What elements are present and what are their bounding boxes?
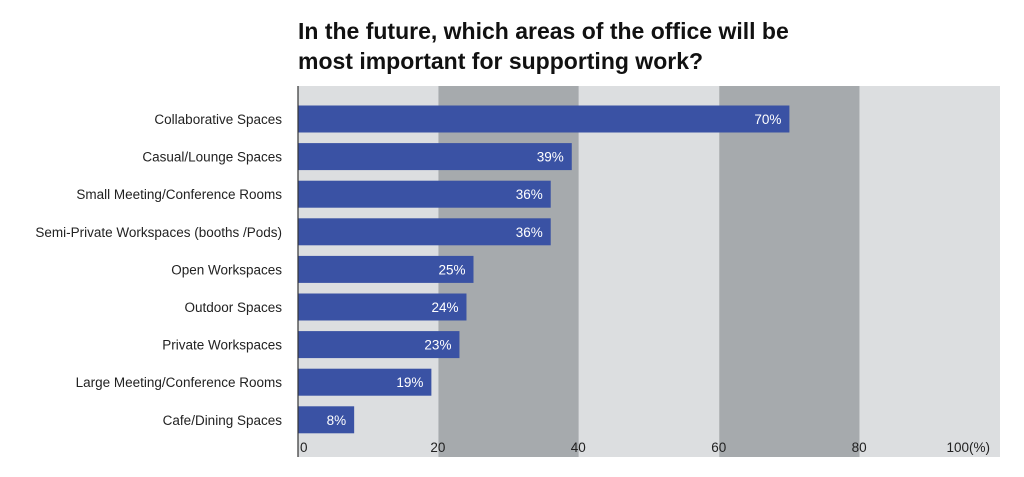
- bar-8: [298, 406, 355, 434]
- value-label-4: 25%: [438, 262, 465, 277]
- chart-title-line-1: In the future, which areas of the office…: [298, 18, 789, 44]
- value-label-6: 23%: [424, 338, 451, 353]
- category-label-0: Collaborative Spaces: [154, 112, 282, 127]
- category-labels: Collaborative Spaces Casual/Lounge Spaces…: [35, 112, 282, 428]
- bar-4: [298, 255, 474, 283]
- bar-6: [298, 331, 460, 359]
- x-tick-label-1: 20: [430, 440, 445, 455]
- x-tick-labels: 0 20 40 60 80 100(%): [300, 440, 990, 455]
- category-label-8: Cafe/Dining Spaces: [163, 413, 283, 428]
- x-tick-label-4: 80: [852, 440, 867, 455]
- x-tick-label-5: 100(%): [946, 440, 990, 455]
- value-label-3: 36%: [516, 225, 543, 240]
- value-label-2: 36%: [516, 187, 543, 202]
- band-3: [719, 86, 860, 457]
- value-label-0: 70%: [754, 112, 781, 127]
- value-label-1: 39%: [537, 150, 564, 165]
- x-tick-label-2: 40: [571, 440, 586, 455]
- bars: 70% 39% 36% 36% 25% 24% 23% 19% 8%: [298, 105, 790, 434]
- band-4: [859, 86, 1000, 457]
- category-label-3: Semi-Private Workspaces (booths /Pods): [35, 225, 282, 240]
- chart-title-line-2: most important for supporting work?: [298, 48, 704, 74]
- category-label-1: Casual/Lounge Spaces: [142, 150, 282, 165]
- value-label-5: 24%: [431, 300, 458, 315]
- category-label-6: Private Workspaces: [162, 338, 282, 353]
- value-label-8: 8%: [327, 413, 347, 428]
- bar-0: [298, 105, 790, 133]
- bar-7: [298, 368, 432, 396]
- value-label-7: 19%: [396, 375, 423, 390]
- x-tick-label-0: 0: [300, 440, 308, 455]
- bar-3: [298, 218, 551, 246]
- bar-5: [298, 293, 467, 321]
- bar-2: [298, 180, 551, 208]
- x-tick-label-3: 60: [711, 440, 726, 455]
- category-label-2: Small Meeting/Conference Rooms: [76, 187, 282, 202]
- chart-title: In the future, which areas of the office…: [298, 16, 998, 76]
- band-2: [578, 86, 720, 457]
- category-label-5: Outdoor Spaces: [184, 300, 282, 315]
- category-label-4: Open Workspaces: [171, 262, 282, 277]
- bar-1: [298, 143, 572, 171]
- category-label-7: Large Meeting/Conference Rooms: [76, 375, 283, 390]
